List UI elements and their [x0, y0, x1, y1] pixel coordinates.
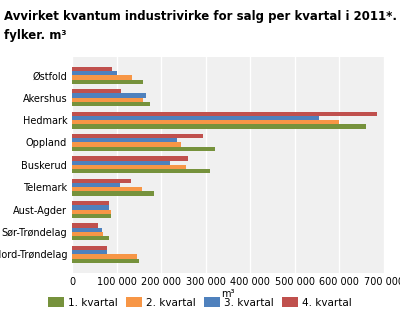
- Bar: [72, 112, 377, 116]
- Bar: [72, 254, 137, 259]
- Bar: [72, 116, 319, 120]
- Bar: [72, 67, 112, 71]
- Bar: [72, 236, 108, 241]
- Bar: [72, 75, 132, 80]
- Bar: [72, 138, 177, 142]
- Bar: [72, 259, 139, 263]
- Bar: [72, 124, 366, 129]
- Bar: [72, 228, 102, 232]
- Bar: [72, 179, 131, 183]
- Bar: [72, 232, 103, 236]
- Bar: [72, 187, 142, 191]
- Bar: [72, 156, 188, 161]
- Bar: [72, 161, 170, 165]
- X-axis label: m³: m³: [221, 289, 235, 299]
- Bar: [72, 205, 108, 210]
- Bar: [72, 183, 120, 187]
- Bar: [72, 80, 143, 84]
- Bar: [72, 201, 108, 205]
- Bar: [72, 223, 98, 228]
- Bar: [72, 94, 146, 98]
- Bar: [72, 89, 121, 94]
- Bar: [72, 191, 154, 196]
- Bar: [72, 169, 210, 173]
- Bar: [72, 71, 116, 75]
- Bar: [72, 246, 107, 250]
- Text: fylker. m³: fylker. m³: [4, 29, 66, 42]
- Bar: [72, 214, 111, 218]
- Bar: [72, 98, 143, 102]
- Legend: 1. kvartal, 2. kvartal, 3. kvartal, 4. kvartal: 1. kvartal, 2. kvartal, 3. kvartal, 4. k…: [44, 293, 356, 312]
- Bar: [72, 165, 186, 169]
- Bar: [72, 147, 215, 151]
- Text: Avvirket kvantum industrivirke for salg per kvartal i 2011*. Utvalgte: Avvirket kvantum industrivirke for salg …: [4, 10, 400, 23]
- Bar: [72, 210, 111, 214]
- Bar: [72, 134, 204, 138]
- Bar: [72, 142, 181, 147]
- Bar: [72, 102, 150, 106]
- Bar: [72, 120, 340, 124]
- Bar: [72, 250, 107, 254]
